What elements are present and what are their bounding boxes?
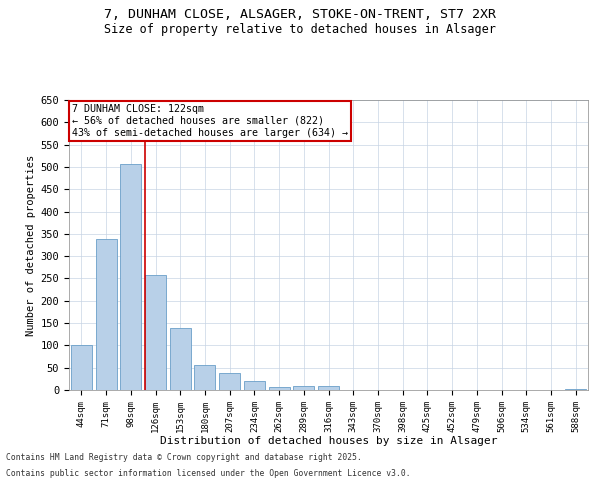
Bar	[565, 388, 586, 390]
Text: 7 DUNHAM CLOSE: 122sqm
← 56% of detached houses are smaller (822)
43% of semi-de: 7 DUNHAM CLOSE: 122sqm ← 56% of detached…	[71, 104, 347, 138]
Bar	[95, 239, 116, 390]
Text: Contains public sector information licensed under the Open Government Licence v3: Contains public sector information licen…	[6, 468, 410, 477]
Bar	[194, 366, 215, 390]
Text: 7, DUNHAM CLOSE, ALSAGER, STOKE-ON-TRENT, ST7 2XR: 7, DUNHAM CLOSE, ALSAGER, STOKE-ON-TRENT…	[104, 8, 496, 20]
Bar	[120, 164, 141, 390]
X-axis label: Distribution of detached houses by size in Alsager: Distribution of detached houses by size …	[160, 436, 497, 446]
Text: Contains HM Land Registry data © Crown copyright and database right 2025.: Contains HM Land Registry data © Crown c…	[6, 454, 362, 462]
Text: Size of property relative to detached houses in Alsager: Size of property relative to detached ho…	[104, 22, 496, 36]
Bar	[244, 381, 265, 390]
Bar	[71, 346, 92, 390]
Bar	[318, 386, 339, 390]
Bar	[269, 388, 290, 390]
Bar	[219, 374, 240, 390]
Bar	[170, 328, 191, 390]
Bar	[293, 386, 314, 390]
Bar	[145, 276, 166, 390]
Y-axis label: Number of detached properties: Number of detached properties	[26, 154, 37, 336]
